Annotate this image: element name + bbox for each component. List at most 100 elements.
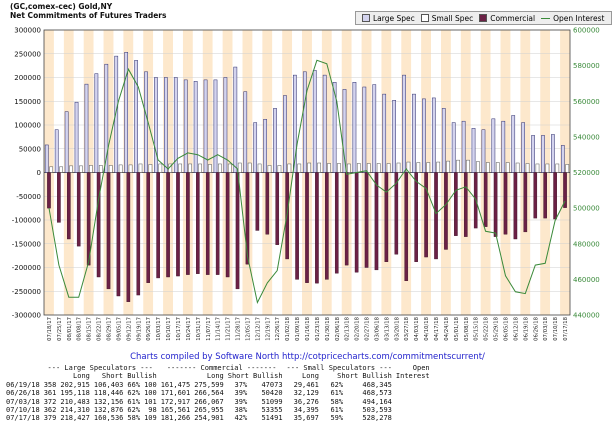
commercial-bar xyxy=(295,172,299,280)
left-axis-tick-label: -250000 xyxy=(12,288,41,296)
right-axis-tick-label: 580000 xyxy=(573,62,600,70)
small-spec-bar xyxy=(227,163,232,173)
large-spec-bar xyxy=(124,52,129,173)
small-spec-bar xyxy=(545,163,550,173)
small-spec-bar xyxy=(535,163,540,173)
large-spec-bar xyxy=(144,71,148,173)
large-spec-bar xyxy=(302,71,307,173)
commercial-bar xyxy=(374,172,379,271)
header-small-speculators: --- Small Speculators --- xyxy=(286,364,392,372)
commercial-bar xyxy=(344,172,349,266)
header-commercial-long: Long xyxy=(206,372,224,381)
commercial-bar xyxy=(523,172,528,233)
legend: Large Spec Small Spec Commercial Open In… xyxy=(355,11,612,25)
small-spec-bar xyxy=(98,165,103,173)
cell-s-short: 29,461 xyxy=(293,380,319,389)
small-spec-bar xyxy=(297,163,302,173)
large-spec-bar xyxy=(521,122,525,173)
large-spec-bar xyxy=(312,70,317,173)
large-spec-bar xyxy=(402,74,406,173)
cot-chart: 300000250000200000150000100000500000-500… xyxy=(12,27,600,341)
small-spec-bar xyxy=(69,165,73,173)
large-spec-bar xyxy=(273,108,277,173)
right-axis-tick-label: 600000 xyxy=(573,27,600,35)
cell-s-long: 47073 xyxy=(261,380,283,389)
large-spec-bar xyxy=(491,118,496,173)
small-spec-bar xyxy=(347,163,351,173)
x-axis-date-label: 05/29/18 xyxy=(494,316,500,340)
small-spec-bar xyxy=(128,164,133,173)
commercial-bar xyxy=(245,172,250,265)
small-spec-bar xyxy=(59,166,63,173)
x-axis-date-label: 07/18/17 xyxy=(47,317,53,341)
cell-s-bull: 62% xyxy=(330,380,344,389)
cell-l-bull: 62% xyxy=(127,406,141,415)
x-axis-date-label: 09/12/17 xyxy=(126,317,132,341)
commercial-bar xyxy=(76,172,81,247)
commercial-bar xyxy=(563,172,567,208)
cell-ln: 372 xyxy=(43,397,57,406)
x-axis-date-label: 01/09/18 xyxy=(295,316,301,340)
cell-ln: 361 xyxy=(43,389,57,398)
x-axis-date-label: 08/01/17 xyxy=(67,317,73,341)
small-spec-bar xyxy=(218,163,222,173)
header-interest: Interest xyxy=(395,372,430,381)
left-axis-tick-label: -300000 xyxy=(12,312,41,320)
commercial-bar xyxy=(424,172,428,258)
small-spec-bar xyxy=(446,160,450,173)
cell-l-long: 214,310 xyxy=(60,406,90,415)
header-small-long: Long xyxy=(302,372,319,381)
cell-oi: 528,278 xyxy=(362,414,392,423)
large-spec-bar xyxy=(154,77,158,173)
cell-l-long: 218,427 xyxy=(60,414,90,423)
left-axis-tick-label: -100000 xyxy=(12,217,41,225)
legend-swatch-small-spec xyxy=(420,14,429,22)
commercial-bar xyxy=(503,172,508,235)
x-axis-date-label: 09/05/17 xyxy=(116,317,122,341)
x-axis-date-label: 05/01/18 xyxy=(454,316,460,340)
cell-s-bull: 61% xyxy=(330,406,344,415)
cell-c-bull: 39% xyxy=(234,389,248,398)
large-spec-bar xyxy=(441,108,446,173)
small-spec-bar xyxy=(178,163,183,173)
x-axis-date-label: 09/26/17 xyxy=(146,317,152,341)
large-spec-bar xyxy=(382,93,387,173)
large-spec-bar xyxy=(114,55,119,173)
cell-date: 07/03/18 xyxy=(6,397,40,406)
x-axis-date-label: 06/26/18 xyxy=(533,316,539,340)
cell-oi: 503,593 xyxy=(362,406,392,415)
left-axis-tick-label: 250000 xyxy=(14,50,41,58)
x-axis-date-label: 12/19/17 xyxy=(265,317,271,341)
commercial-bar xyxy=(463,172,468,237)
x-axis-date-label: 12/12/17 xyxy=(255,317,261,341)
x-axis-date-label: 02/13/18 xyxy=(345,316,351,340)
x-axis-date-label: 10/17/17 xyxy=(176,317,182,341)
large-spec-bar xyxy=(213,79,218,173)
cell-s-long: 51491 xyxy=(261,414,283,423)
small-spec-bar xyxy=(505,162,510,173)
legend-swatch-commercial xyxy=(479,14,488,22)
large-spec-bar xyxy=(283,95,287,173)
x-axis-date-label: 06/05/18 xyxy=(504,316,510,340)
small-spec-bar xyxy=(89,165,93,173)
small-spec-bar xyxy=(456,159,460,173)
commercial-bar xyxy=(553,172,557,220)
x-axis-date-label: 12/26/17 xyxy=(275,317,281,341)
small-spec-bar xyxy=(188,163,192,173)
commercial-bar xyxy=(414,172,418,263)
legend-label-large-spec: Large Spec xyxy=(373,13,415,23)
cell-s-long: 50420 xyxy=(261,389,283,398)
small-spec-bar xyxy=(555,163,560,173)
large-spec-bar xyxy=(471,128,476,173)
cell-l-short: 118,446 xyxy=(93,389,124,398)
x-axis-date-label: 08/29/17 xyxy=(107,317,113,341)
cell-l-long: 202,915 xyxy=(60,380,90,389)
cell-ln: 362 xyxy=(43,406,57,415)
large-spec-bar xyxy=(84,83,89,173)
small-spec-bar xyxy=(337,163,341,173)
small-spec-bar xyxy=(366,163,371,173)
large-spec-bar xyxy=(94,73,99,173)
right-axis-tick-label: 560000 xyxy=(573,98,600,106)
commercial-bar xyxy=(454,172,458,236)
x-axis-date-label: 10/31/17 xyxy=(196,317,202,341)
